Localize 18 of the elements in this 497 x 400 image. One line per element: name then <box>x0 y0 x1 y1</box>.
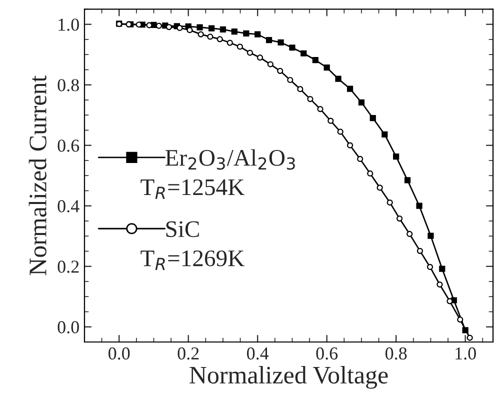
y-tick-label: 0.4 <box>58 200 80 212</box>
x-tick-label: 0.6 <box>316 347 338 360</box>
annotation: T$_{R}$=1254K <box>140 179 244 199</box>
y-axis-title: Normalized Current <box>28 75 46 276</box>
y-tick-label: 1.0 <box>58 18 79 31</box>
legend-label: SiC <box>166 221 199 238</box>
x-tick-label: 0.4 <box>247 347 269 360</box>
y-tick-label: 0.0 <box>58 321 79 334</box>
legend-label: Er$_{2}$O$_{3}$/Al$_{2}$O$_{3}$ <box>165 149 295 170</box>
y-tick-label: 0.6 <box>58 140 80 152</box>
y-tick-label: 0.2 <box>58 260 79 273</box>
x-tick-label: 0.8 <box>385 347 407 360</box>
annotation: T$_{R}$=1269K <box>140 250 244 270</box>
x-tick-label: 0.0 <box>108 347 130 360</box>
x-axis-title: Normalized Voltage <box>190 366 388 389</box>
y-tick-label: 0.8 <box>58 79 79 92</box>
x-tick-label: 1.0 <box>456 347 476 360</box>
x-tick-label: 0.2 <box>178 347 199 360</box>
